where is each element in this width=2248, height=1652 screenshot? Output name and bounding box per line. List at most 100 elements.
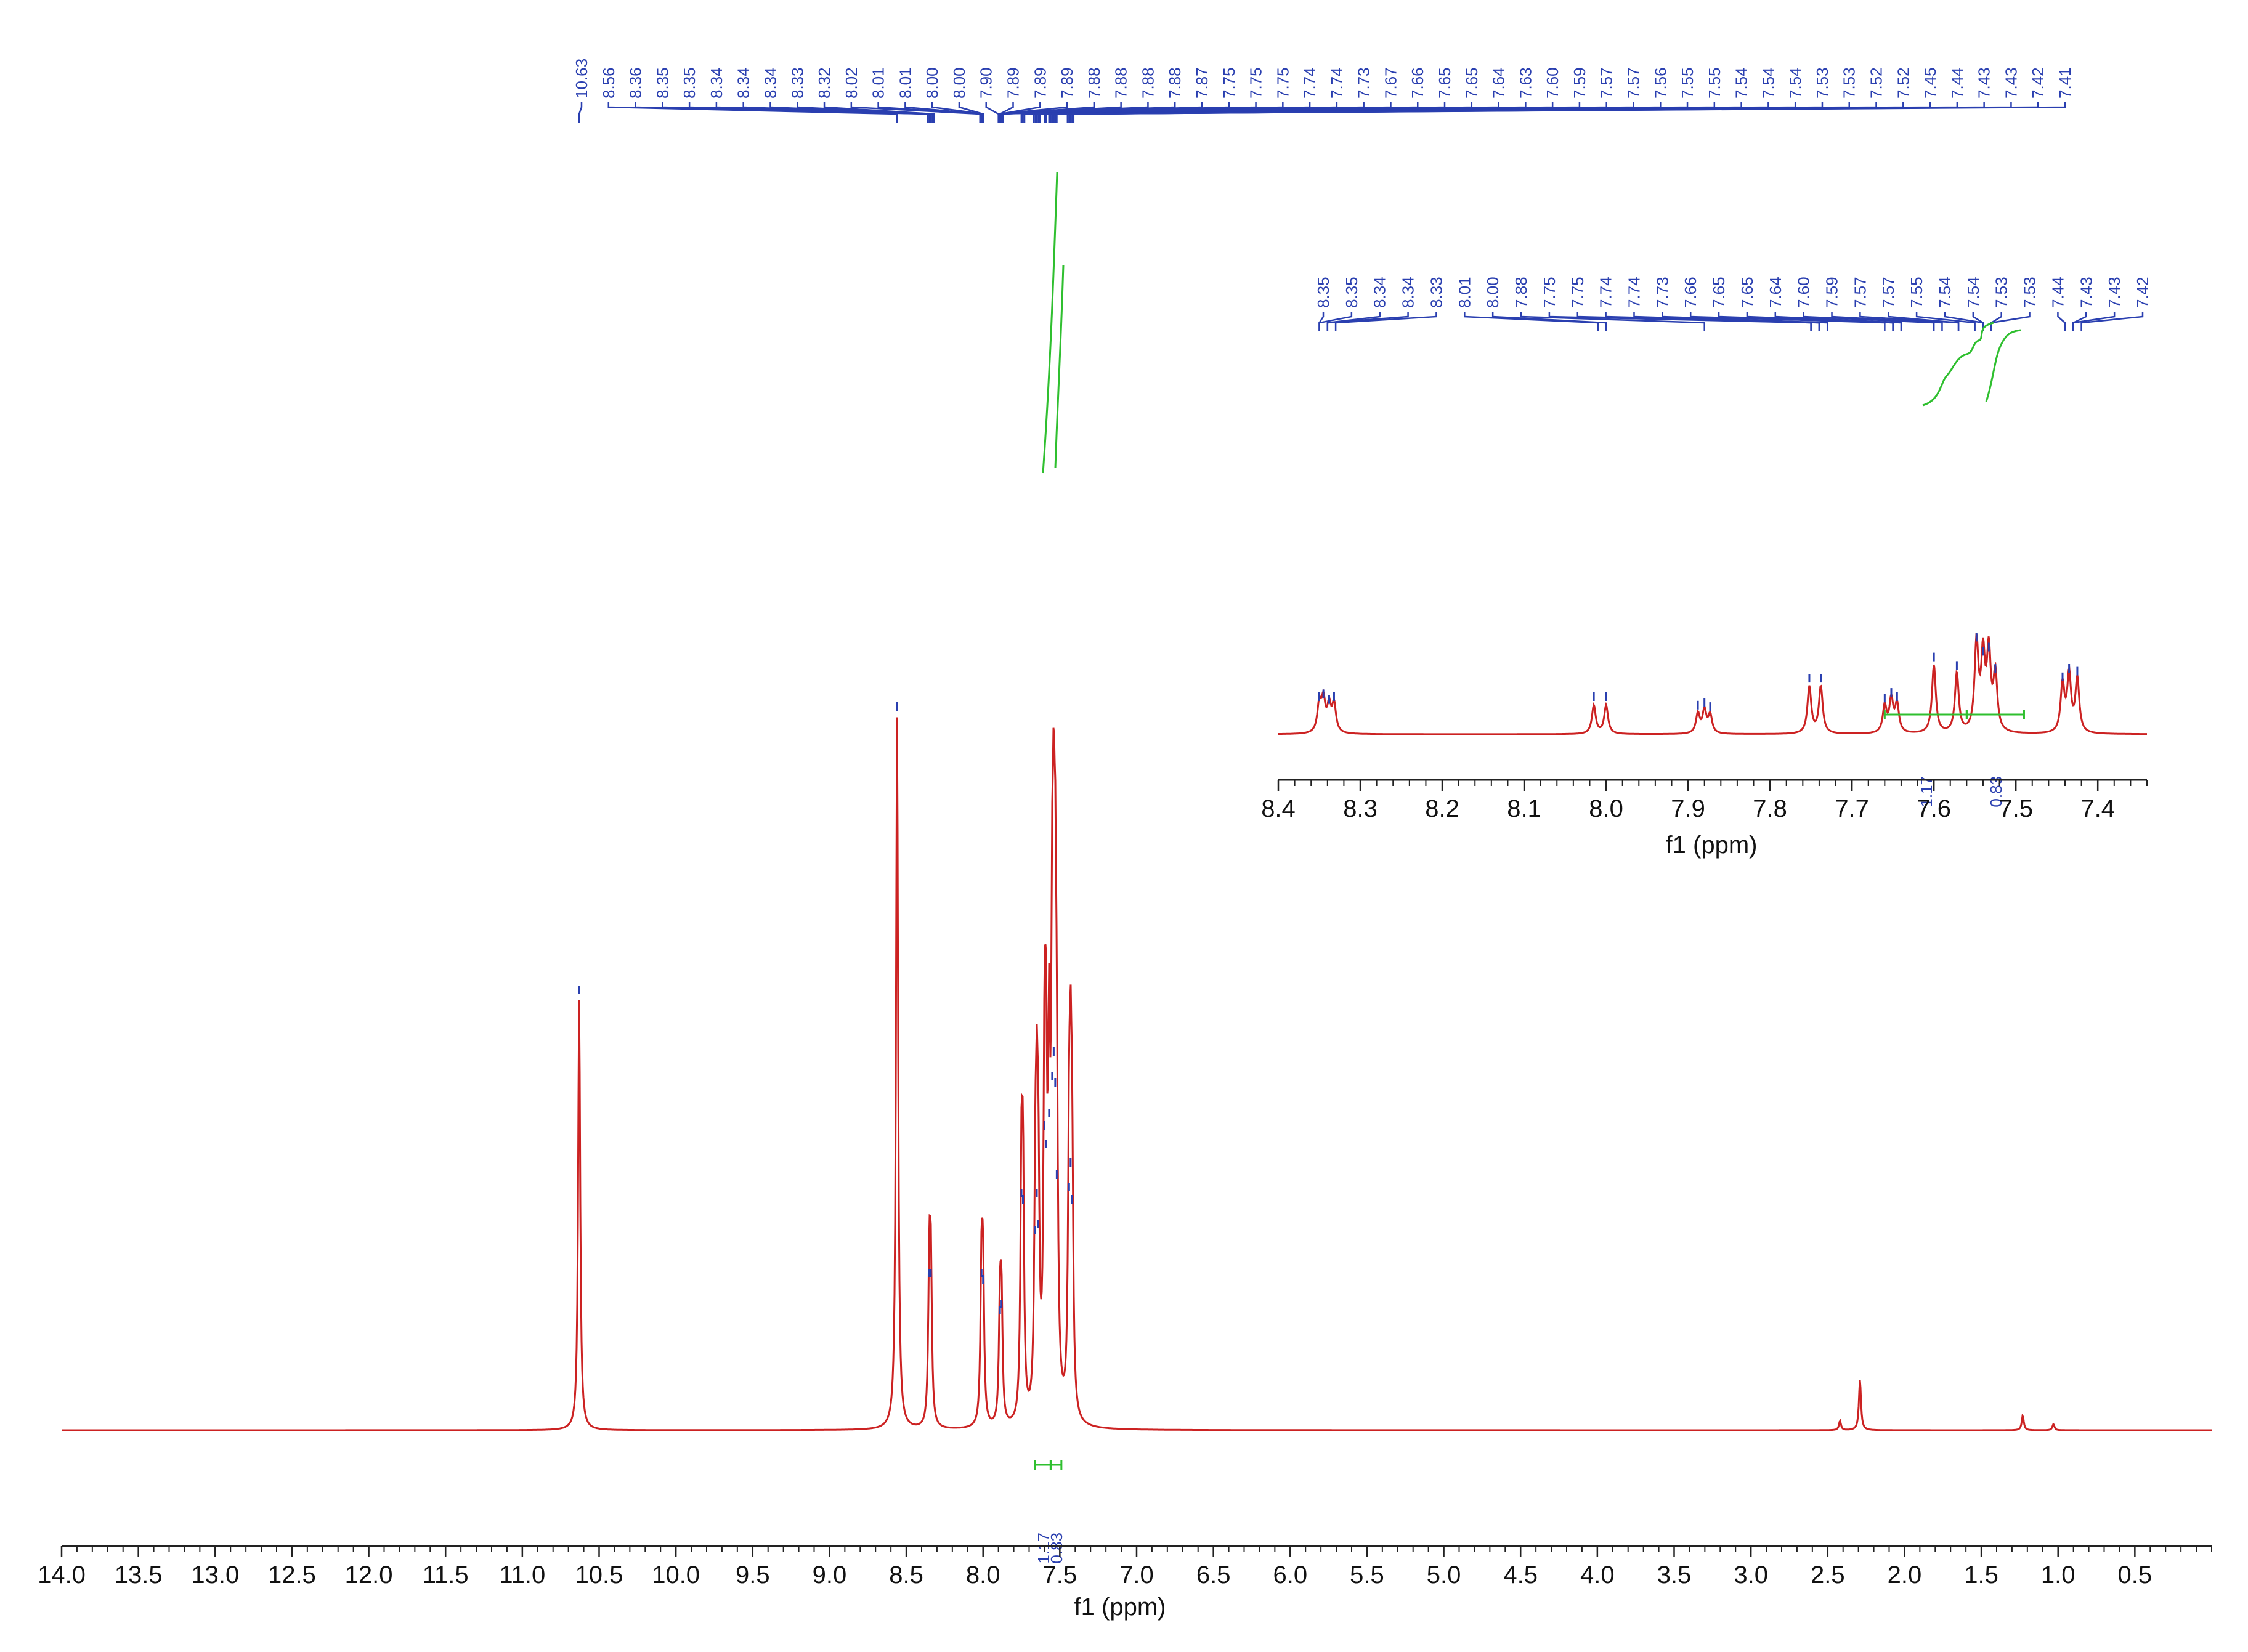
axis-tick-label: 8.2 bbox=[1425, 795, 1459, 822]
peak-label: 8.34 bbox=[1371, 277, 1389, 308]
axis-tick-label: 7.5 bbox=[1998, 795, 2033, 822]
peak-label: 7.74 bbox=[1301, 67, 1319, 99]
peak-label-connector bbox=[2057, 312, 2066, 331]
peak-label-connector bbox=[1972, 312, 1984, 331]
integral-curve bbox=[1922, 322, 1994, 407]
axis-tick-label: 5.0 bbox=[1427, 1561, 1461, 1589]
axis-tick-label: 13.5 bbox=[115, 1561, 163, 1589]
axis-tick-label: 4.0 bbox=[1580, 1561, 1615, 1589]
peak-label: 8.00 bbox=[923, 67, 941, 99]
peak-label: 8.01 bbox=[869, 67, 888, 99]
axis-tick-label: 3.0 bbox=[1734, 1561, 1768, 1589]
peak-label: 7.52 bbox=[1867, 67, 1886, 99]
peak-label: 7.53 bbox=[2021, 277, 2039, 308]
peak-label: 7.57 bbox=[1851, 277, 1869, 308]
main-integral-marks: 1.170.83 bbox=[1034, 1460, 1066, 1564]
peak-label-connector bbox=[2072, 312, 2116, 331]
axis-tick-label: 8.1 bbox=[1507, 795, 1541, 822]
integral-value: 0.83 bbox=[1987, 776, 2005, 808]
peak-label: 7.59 bbox=[1570, 67, 1589, 99]
peak-label: 7.75 bbox=[1540, 277, 1559, 308]
axis-tick-label: 13.0 bbox=[191, 1561, 239, 1589]
inset-peak-labels: 8.35 8.35 8.34 8.34 8.33 8.01 8.00 7.88 7.75 7.75… bbox=[1314, 277, 2152, 308]
axis-tick-label: 9.5 bbox=[736, 1561, 770, 1589]
peak-label: 7.42 bbox=[2133, 277, 2152, 308]
peak-label: 7.75 bbox=[1273, 67, 1292, 99]
peak-label-connector bbox=[958, 102, 984, 123]
integral-value: 1.17 bbox=[1034, 1533, 1053, 1564]
peak-label: 7.66 bbox=[1681, 277, 1700, 308]
axis-tick-label: 8.0 bbox=[966, 1561, 1000, 1589]
axis-tick-label: 6.0 bbox=[1273, 1561, 1307, 1589]
peak-label: 7.88 bbox=[1085, 67, 1103, 99]
peak-label-connector bbox=[1803, 312, 1935, 331]
peak-label: 8.34 bbox=[734, 67, 753, 99]
peak-label: 7.52 bbox=[1894, 67, 1912, 99]
peak-label-connector bbox=[1990, 312, 2031, 331]
axis-tick-label: 2.0 bbox=[1888, 1561, 1922, 1589]
peak-label: 7.88 bbox=[1512, 277, 1530, 308]
axis-tick-label: 14.0 bbox=[38, 1561, 86, 1589]
peak-label: 7.43 bbox=[2002, 67, 2020, 99]
peak-label: 8.02 bbox=[842, 67, 861, 99]
peak-label: 7.66 bbox=[1408, 67, 1427, 99]
peak-label-connector bbox=[2080, 312, 2144, 331]
peak-label: 7.88 bbox=[1138, 67, 1157, 99]
axis-tick-label: 11.0 bbox=[499, 1561, 545, 1589]
peak-label: 7.43 bbox=[2077, 277, 2095, 308]
integral-value: 0.83 bbox=[1047, 1533, 1066, 1564]
main-peak-label-connectors bbox=[578, 102, 2066, 123]
peak-label: 7.73 bbox=[1653, 277, 1671, 308]
inset-x-axis: 8.4 8.3 8.2 8.1 8.0 7.9 7.8 7.7 7.6 7.5 7.4 bbox=[1261, 779, 2148, 822]
peak-label-connector bbox=[1326, 312, 1409, 331]
peak-label: 7.64 bbox=[1490, 67, 1508, 99]
peak-label: 7.75 bbox=[1568, 277, 1587, 308]
peak-label-connector bbox=[578, 102, 583, 123]
peak-label-connector bbox=[985, 102, 999, 123]
peak-label: 7.65 bbox=[1435, 67, 1454, 99]
peak-label-connector bbox=[797, 102, 933, 123]
peak-label-connector bbox=[1915, 312, 1976, 331]
peak-label: 8.35 bbox=[1314, 277, 1333, 308]
peak-label-connector bbox=[1464, 312, 1599, 331]
axis-tick-label: 12.0 bbox=[345, 1561, 393, 1589]
peak-label: 8.35 bbox=[680, 67, 699, 99]
peak-label-connector bbox=[1774, 312, 1902, 331]
axis-tick-label: 11.5 bbox=[423, 1561, 469, 1589]
axis-tick-label: 7.8 bbox=[1753, 795, 1787, 822]
main-peak-labels: 10.63 8.56 8.36 8.35 8.35 8.34 8.34 8.34 8.33 8.3… bbox=[572, 59, 2074, 99]
peak-label: 7.65 bbox=[1738, 277, 1756, 308]
peak-label: 7.88 bbox=[1112, 67, 1130, 99]
peak-label: 7.55 bbox=[1678, 67, 1697, 99]
peak-label: 7.87 bbox=[1193, 67, 1211, 99]
peak-label: 7.74 bbox=[1625, 277, 1643, 308]
main-x-axis: 14.0 13.5 13.0 12.5 12.0 11.5 11.0 10.5 10.0 9.5 9… bbox=[38, 1545, 2212, 1589]
peak-label-connector bbox=[904, 102, 983, 123]
peak-label-connector bbox=[999, 102, 1068, 123]
peak-label: 7.59 bbox=[1823, 277, 1841, 308]
peak-label: 8.33 bbox=[788, 67, 806, 99]
peak-label: 7.73 bbox=[1355, 67, 1373, 99]
peak-label: 7.55 bbox=[1907, 277, 1926, 308]
axis-tick-label: 7.9 bbox=[1671, 795, 1705, 822]
peak-label: 7.54 bbox=[1786, 67, 1804, 99]
peak-label: 7.45 bbox=[1921, 67, 1939, 99]
peak-label: 8.01 bbox=[1455, 277, 1474, 308]
peak-label: 7.57 bbox=[1879, 277, 1897, 308]
axis-tick-label: 0.5 bbox=[2118, 1561, 2153, 1589]
axis-tick-label: 8.0 bbox=[1589, 795, 1623, 822]
peak-label-connector bbox=[1746, 312, 1894, 331]
axis-tick-label: 2.5 bbox=[1811, 1561, 1845, 1589]
main-x-axis-title: f1 (ppm) bbox=[1074, 1593, 1166, 1621]
peak-label: 7.89 bbox=[1058, 67, 1076, 99]
peak-label: 8.36 bbox=[627, 67, 645, 99]
peak-label-connector bbox=[850, 102, 981, 123]
peak-label: 7.53 bbox=[1813, 67, 1832, 99]
peak-label: 7.63 bbox=[1516, 67, 1535, 99]
peak-label: 7.43 bbox=[1975, 67, 1994, 99]
peak-label: 8.00 bbox=[950, 67, 968, 99]
spectrum-line bbox=[62, 717, 2212, 1431]
peak-label: 7.75 bbox=[1247, 67, 1265, 99]
peak-label: 7.65 bbox=[1710, 277, 1728, 308]
